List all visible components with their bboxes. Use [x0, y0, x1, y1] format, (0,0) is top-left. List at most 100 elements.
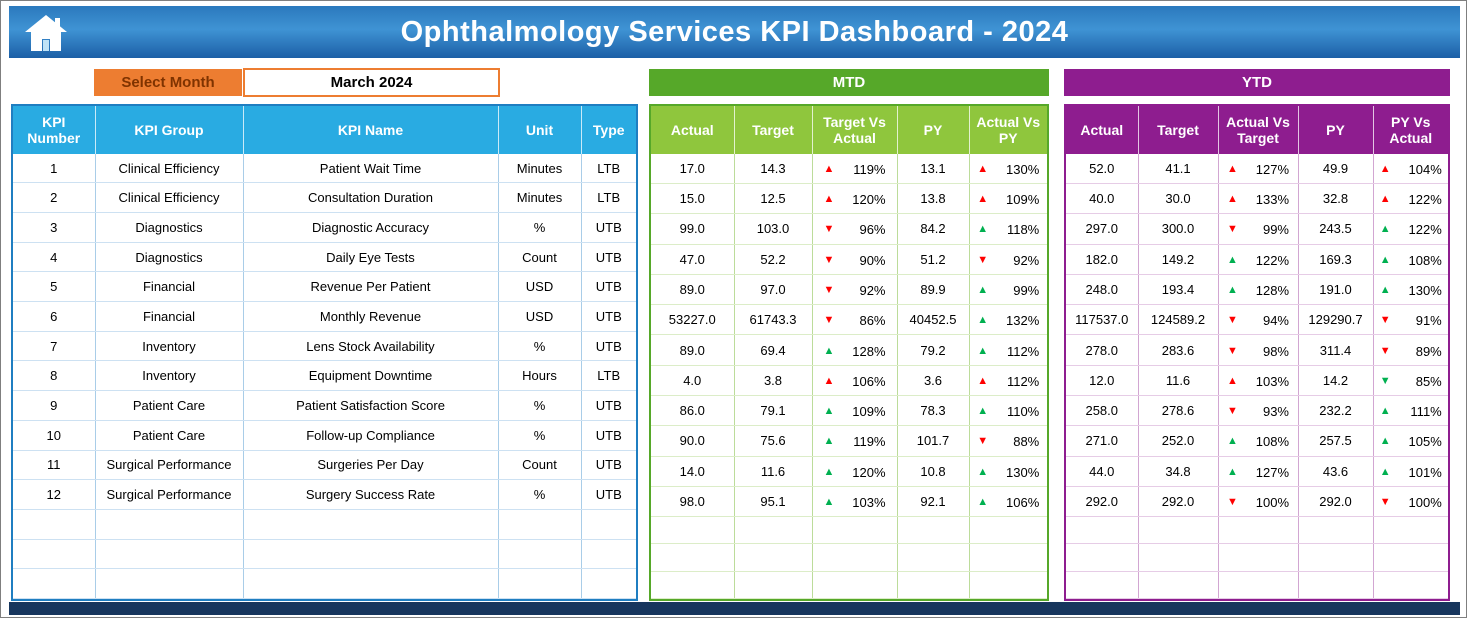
cell: 79.2 [897, 334, 970, 366]
down-arrow-icon: ▼ [823, 284, 835, 297]
cell: 10.8 [897, 456, 970, 487]
percent-value: 112% [1006, 373, 1040, 389]
down-arrow-icon: ▼ [1379, 374, 1391, 387]
cell: Surgical Performance [95, 450, 244, 481]
cell: ▼ 100% [1373, 486, 1448, 518]
table-row: 17.0 14.3 ▲ 119% 13.1 ▲ 130% [651, 154, 1047, 185]
empty-cell [969, 516, 1047, 545]
footer-bar [9, 602, 1460, 615]
cell: 129290.7 [1298, 304, 1374, 336]
empty-cell [734, 543, 813, 572]
cell: UTB [581, 420, 636, 451]
empty-cell [969, 543, 1047, 572]
percent-value: 108% [1408, 252, 1442, 268]
variance-indicator: ▲ 119% [824, 434, 886, 449]
cell: Minutes [498, 154, 582, 184]
cell: 124589.2 [1138, 304, 1219, 336]
column-header: Actual [651, 106, 734, 154]
cell: 6 [13, 301, 96, 332]
percent-value: 88% [1013, 434, 1040, 450]
cell: Equipment Downtime [243, 360, 499, 392]
empty-cell [1298, 571, 1374, 600]
down-arrow-icon: ▼ [1227, 344, 1238, 357]
empty-row [13, 509, 636, 540]
percent-value: 92% [859, 283, 886, 299]
cell: 89.0 [651, 334, 735, 366]
cell: Patient Care [95, 420, 244, 451]
cell: ▼ 92% [812, 274, 898, 306]
cell: 41.1 [1138, 154, 1219, 185]
cell: ▲ 109% [812, 395, 898, 427]
percent-value: 103% [852, 494, 886, 510]
empty-cell [651, 516, 735, 545]
empty-row [13, 568, 636, 599]
selected-month-value[interactable]: March 2024 [243, 68, 500, 97]
cell: 13.1 [897, 154, 970, 185]
empty-cell [1373, 543, 1448, 572]
variance-indicator: ▲ 130% [977, 465, 1039, 480]
percent-value: 108% [1255, 434, 1289, 450]
cell: 98.0 [651, 486, 735, 518]
table-row: 8 Inventory Equipment Downtime Hours LTB [13, 360, 636, 392]
percent-value: 111% [1410, 404, 1442, 420]
cell: % [498, 390, 582, 421]
cell: 182.0 [1066, 244, 1139, 275]
cell: 92.1 [897, 486, 970, 518]
empty-cell [243, 509, 499, 540]
up-arrow-icon: ▲ [977, 374, 989, 387]
empty-cell [1218, 516, 1299, 545]
percent-value: 93% [1262, 404, 1289, 420]
select-month-button[interactable]: Select Month [93, 68, 243, 97]
page-title: Ophthalmology Services KPI Dashboard - 2… [400, 15, 1069, 48]
percent-value: 130% [1006, 162, 1040, 178]
cell: 34.8 [1138, 456, 1219, 487]
cell: ▼ 91% [1373, 304, 1448, 336]
percent-value: 132% [1006, 313, 1040, 329]
table-row: 52.0 41.1 ▲ 127% 49.9 ▲ 104% [1066, 154, 1448, 185]
column-header: Actual [1066, 106, 1138, 154]
variance-indicator: ▼ 96% [824, 222, 886, 237]
down-arrow-icon: ▼ [1227, 405, 1238, 418]
cell: UTB [581, 450, 636, 481]
empty-cell [1373, 571, 1448, 600]
cell: 258.0 [1066, 395, 1139, 427]
cell: 8 [13, 360, 96, 392]
down-arrow-icon: ▼ [823, 253, 835, 266]
empty-cell [243, 539, 499, 570]
cell: 53227.0 [651, 304, 735, 336]
cell: 78.3 [897, 395, 970, 427]
variance-indicator: ▼ 89% [1380, 344, 1442, 359]
cell: Inventory [95, 331, 244, 362]
cell: ▼ 85% [1373, 365, 1448, 397]
empty-cell [1066, 543, 1139, 572]
cell: 10 [13, 420, 96, 451]
empty-cell [1218, 571, 1299, 600]
table-row: 3 Diagnostics Diagnostic Accuracy% UTB [13, 212, 636, 243]
cell: 12.5 [734, 183, 813, 215]
cell: 257.5 [1298, 425, 1374, 457]
cell: 3.6 [897, 365, 970, 397]
cell: 69.4 [734, 334, 813, 366]
column-header: Target [733, 106, 812, 154]
cell: ▲ 105% [1373, 425, 1448, 457]
percent-value: 133% [1255, 192, 1289, 208]
cell: % [498, 331, 582, 362]
column-header: Actual Vs PY [968, 106, 1047, 154]
table-row: 12.0 11.6 ▲ 103% 14.2 ▼ 85% [1066, 365, 1448, 397]
mtd-section-banner: MTD [649, 69, 1049, 96]
cell: ▼ 93% [1218, 395, 1299, 427]
column-header: Actual Vs Target [1217, 106, 1298, 154]
cell: 14.3 [734, 154, 813, 185]
cell: UTB [581, 271, 636, 303]
cell: ▲ 130% [969, 154, 1047, 185]
empty-cell [1138, 516, 1219, 545]
column-header: Target [1137, 106, 1218, 154]
empty-cell [498, 509, 582, 540]
home-icon[interactable] [23, 13, 69, 53]
up-arrow-icon: ▲ [977, 223, 989, 236]
cell: 292.0 [1298, 486, 1374, 518]
cell: ▲ 101% [1373, 456, 1448, 487]
mtd-header-row: Actual Target Target Vs Actual PY Actual Vs … [651, 106, 1047, 154]
empty-cell [969, 571, 1047, 600]
